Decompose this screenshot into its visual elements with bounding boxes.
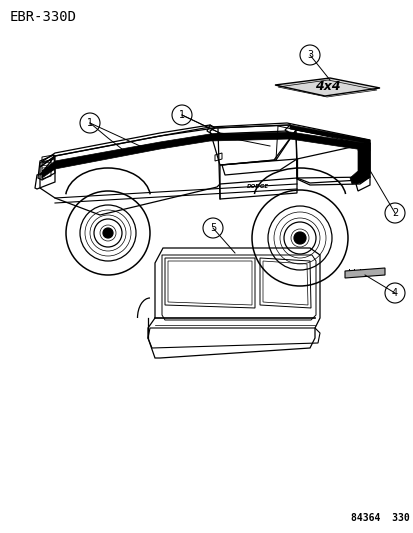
Text: EBR-330D: EBR-330D	[10, 10, 77, 24]
Polygon shape	[344, 268, 384, 278]
Text: 5: 5	[209, 223, 216, 233]
Polygon shape	[349, 143, 369, 184]
Text: 4x4: 4x4	[314, 80, 340, 93]
Text: 4: 4	[391, 288, 397, 298]
Text: 3: 3	[306, 50, 312, 60]
Text: 2: 2	[391, 208, 397, 218]
Text: 84364  330: 84364 330	[350, 513, 409, 523]
Circle shape	[293, 232, 305, 244]
Polygon shape	[289, 125, 369, 144]
Circle shape	[103, 228, 113, 238]
Text: DODGE: DODGE	[246, 183, 268, 189]
Text: 1: 1	[178, 110, 185, 120]
Polygon shape	[274, 78, 379, 96]
Text: 1: 1	[87, 118, 93, 128]
Polygon shape	[42, 132, 369, 178]
